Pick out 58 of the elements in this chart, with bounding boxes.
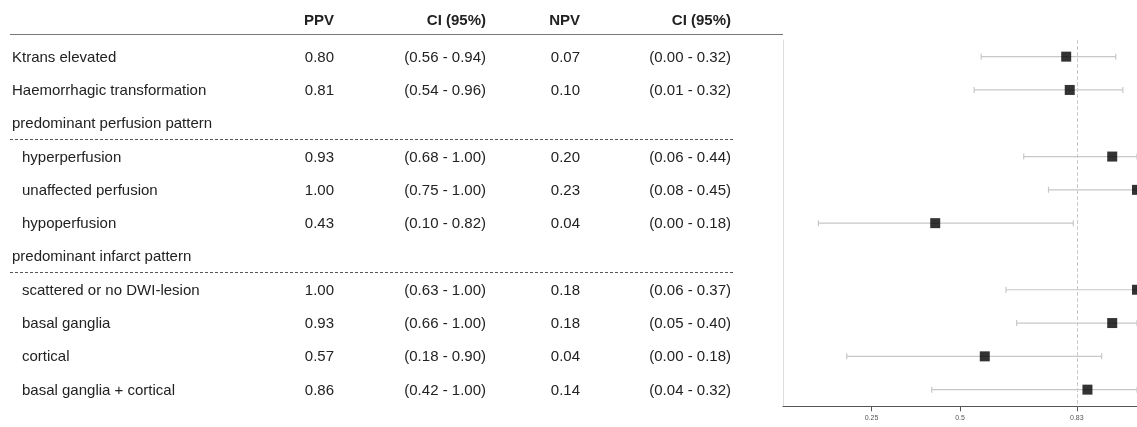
text: (0.00 - 0.18) xyxy=(649,213,731,234)
category-label: scattered or no DWI-lesion xyxy=(22,279,200,300)
data-label: 0.07 xyxy=(550,46,580,67)
category-label: predominant perfusion pattern xyxy=(12,113,213,134)
category-label: basal ganglia xyxy=(22,313,111,334)
category-label: hyperperfusion xyxy=(22,146,122,167)
data-label: 0.86 xyxy=(304,379,334,400)
category-label: hypoperfusion xyxy=(22,213,117,234)
text: CI (95%) xyxy=(671,10,731,30)
text: (0.01 - 0.32) xyxy=(649,79,731,100)
text: CI (95%) xyxy=(426,10,486,30)
data-label: 0.10 xyxy=(550,79,580,100)
text: (0.42 - 1.00) xyxy=(404,379,486,400)
category-label: Ktrans elevated xyxy=(12,46,117,67)
text: (0.66 - 1.00) xyxy=(404,313,486,334)
text: NPV xyxy=(549,10,580,30)
text: (0.75 - 1.00) xyxy=(404,179,486,200)
text: (0.00 - 0.18) xyxy=(649,346,731,367)
data-label: 0.81 xyxy=(304,79,334,100)
text: (0.18 - 0.90) xyxy=(404,346,486,367)
point xyxy=(1107,151,1118,162)
category-label: Haemorrhagic transformation xyxy=(12,79,207,100)
data-label: 0.14 xyxy=(550,379,580,400)
text: (0.00 - 0.32) xyxy=(649,46,731,67)
data-label: 0.23 xyxy=(550,179,580,200)
data-label: 0.20 xyxy=(550,146,580,167)
category-label: unaffected perfusion xyxy=(22,179,158,200)
data-label: 0.18 xyxy=(550,313,580,334)
point xyxy=(1082,384,1093,395)
text: (0.04 - 0.32) xyxy=(649,379,731,400)
data-label: 0.93 xyxy=(304,313,334,334)
text: (0.63 - 1.00) xyxy=(404,279,486,300)
text: (0.10 - 0.82) xyxy=(404,213,486,234)
text: (0.68 - 1.00) xyxy=(404,146,486,167)
point xyxy=(1061,51,1072,62)
text: (0.06 - 0.37) xyxy=(649,279,731,300)
category-label: basal ganglia + cortical xyxy=(22,379,176,400)
text: (0.54 - 0.96) xyxy=(404,79,486,100)
point xyxy=(1064,84,1075,95)
data-label: 0.93 xyxy=(304,146,334,167)
category-label: predominant infarct pattern xyxy=(12,246,192,267)
data-label: 1.00 xyxy=(304,279,334,300)
data-label: 0.57 xyxy=(304,346,334,367)
category-label: cortical xyxy=(22,346,70,367)
data-label: 0.04 xyxy=(550,346,580,367)
point xyxy=(979,351,990,362)
point xyxy=(930,218,941,229)
text: PPV xyxy=(303,10,334,30)
text: (0.05 - 0.40) xyxy=(649,313,731,334)
data-label: 0.43 xyxy=(304,213,334,234)
text: (0.56 - 0.94) xyxy=(404,46,486,67)
data-label: 0.80 xyxy=(304,46,334,67)
data-label: 1.00 xyxy=(304,179,334,200)
text: (0.08 - 0.45) xyxy=(649,179,731,200)
data-label: 0.04 xyxy=(550,213,580,234)
text: (0.06 - 0.44) xyxy=(649,146,731,167)
point xyxy=(1107,318,1118,329)
data-label: 0.18 xyxy=(550,279,580,300)
